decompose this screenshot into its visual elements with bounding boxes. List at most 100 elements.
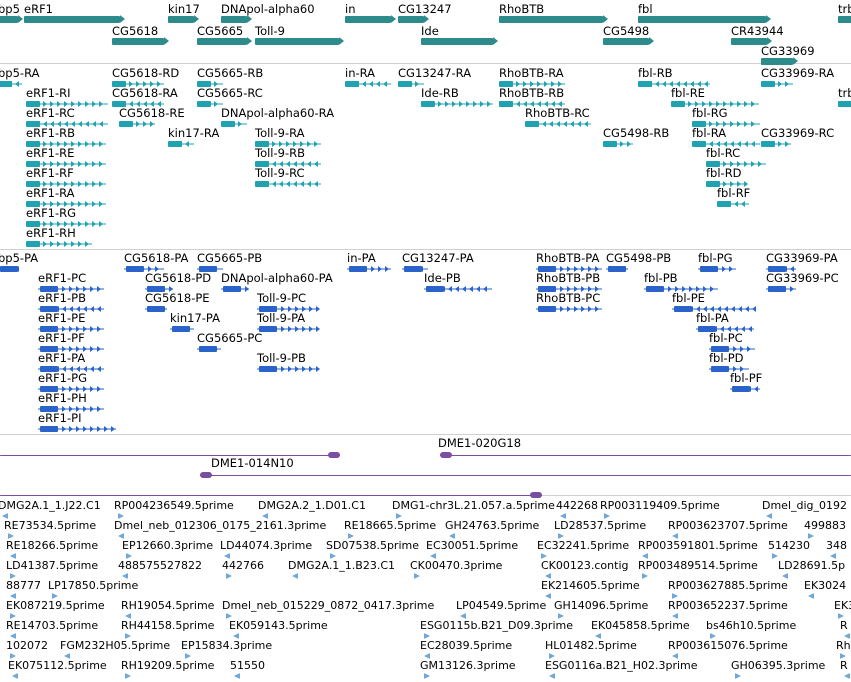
cds-block[interactable]: [538, 286, 556, 292]
est-arrow[interactable]: [735, 673, 741, 679]
exon-block[interactable]: [499, 101, 513, 107]
exon-block[interactable]: [26, 121, 40, 127]
cds-block[interactable]: [40, 346, 58, 352]
exon-block[interactable]: [26, 181, 40, 187]
gene-bar[interactable]: [255, 38, 339, 45]
est-arrow[interactable]: [558, 533, 564, 539]
exon-block[interactable]: [221, 121, 235, 127]
cds-block[interactable]: [698, 326, 716, 332]
est-arrow[interactable]: [424, 653, 430, 659]
exon-block[interactable]: [692, 141, 706, 147]
est-arrow[interactable]: [226, 613, 232, 619]
gene-bar[interactable]: [221, 16, 247, 23]
exon-block[interactable]: [345, 81, 359, 87]
gene-bar[interactable]: [761, 58, 793, 65]
est-arrow[interactable]: [10, 573, 16, 579]
exon-block[interactable]: [255, 161, 269, 167]
cds-block[interactable]: [768, 286, 786, 292]
est-arrow[interactable]: [185, 653, 191, 659]
gene-bar[interactable]: [731, 38, 767, 45]
gene-bar[interactable]: [0, 16, 18, 23]
est-arrow[interactable]: [558, 613, 564, 619]
est-arrow[interactable]: [541, 553, 547, 559]
est-arrow[interactable]: [2, 513, 8, 519]
est-arrow[interactable]: [549, 673, 555, 679]
gene-bar[interactable]: [499, 16, 603, 23]
exon-block[interactable]: [706, 181, 720, 187]
est-arrow[interactable]: [125, 633, 131, 639]
est-arrow[interactable]: [118, 513, 124, 519]
exon-block[interactable]: [0, 81, 12, 87]
est-arrow[interactable]: [830, 553, 836, 559]
est-arrow[interactable]: [545, 573, 551, 579]
cds-block[interactable]: [199, 346, 217, 352]
est-arrow[interactable]: [595, 633, 601, 639]
est-arrow[interactable]: [10, 653, 16, 659]
gene-bar[interactable]: [345, 16, 391, 23]
est-arrow[interactable]: [844, 633, 850, 639]
cds-block[interactable]: [259, 366, 277, 372]
est-arrow[interactable]: [672, 533, 678, 539]
est-arrow[interactable]: [604, 513, 610, 519]
est-arrow[interactable]: [808, 593, 814, 599]
cds-block[interactable]: [711, 366, 729, 372]
est-arrow[interactable]: [642, 573, 648, 579]
est-arrow[interactable]: [772, 553, 778, 559]
exon-block[interactable]: [26, 201, 40, 207]
gene-bar[interactable]: [603, 38, 649, 45]
est-arrow[interactable]: [460, 613, 466, 619]
exon-block[interactable]: [398, 81, 412, 87]
est-arrow[interactable]: [642, 553, 648, 559]
gene-bar[interactable]: [197, 38, 247, 45]
cds-block[interactable]: [126, 266, 144, 272]
exon-block[interactable]: [119, 121, 133, 127]
exon-block[interactable]: [717, 201, 731, 207]
est-arrow[interactable]: [125, 613, 131, 619]
exon-block[interactable]: [525, 121, 539, 127]
est-arrow[interactable]: [672, 613, 678, 619]
cds-block[interactable]: [608, 266, 626, 272]
est-arrow[interactable]: [424, 673, 430, 679]
cds-block[interactable]: [259, 306, 277, 312]
est-arrow[interactable]: [8, 533, 14, 539]
est-arrow[interactable]: [672, 593, 678, 599]
est-arrow[interactable]: [672, 653, 678, 659]
est-arrow[interactable]: [10, 633, 16, 639]
cds-block[interactable]: [172, 326, 190, 332]
est-arrow[interactable]: [10, 593, 16, 599]
est-arrow[interactable]: [64, 653, 70, 659]
est-arrow[interactable]: [838, 613, 844, 619]
exon-block[interactable]: [499, 81, 513, 87]
est-arrow[interactable]: [233, 633, 239, 639]
cds-block[interactable]: [147, 286, 165, 292]
est-arrow[interactable]: [122, 573, 128, 579]
est-arrow[interactable]: [262, 513, 268, 519]
cds-block[interactable]: [40, 406, 58, 412]
est-arrow[interactable]: [840, 653, 846, 659]
est-arrow[interactable]: [545, 593, 551, 599]
est-arrow[interactable]: [118, 533, 124, 539]
est-arrow[interactable]: [234, 673, 240, 679]
exon-block[interactable]: [671, 101, 685, 107]
exon-block[interactable]: [255, 141, 269, 147]
cds-block[interactable]: [147, 306, 165, 312]
est-arrow[interactable]: [766, 513, 772, 519]
feature-glyph[interactable]: [38, 365, 104, 373]
gene-bar[interactable]: [24, 16, 120, 23]
exon-block[interactable]: [26, 221, 40, 227]
exon-block[interactable]: [603, 141, 617, 147]
est-arrow[interactable]: [430, 553, 436, 559]
est-arrow[interactable]: [330, 553, 336, 559]
cds-block[interactable]: [259, 326, 277, 332]
cds-block[interactable]: [0, 266, 18, 272]
exon-block[interactable]: [761, 81, 775, 87]
est-arrow[interactable]: [424, 633, 430, 639]
gene-bar[interactable]: [638, 16, 766, 23]
est-arrow[interactable]: [10, 613, 16, 619]
exon-block[interactable]: [255, 181, 269, 187]
cds-block[interactable]: [646, 286, 664, 292]
clone-line[interactable]: [200, 475, 851, 476]
est-arrow[interactable]: [782, 573, 788, 579]
cds-block[interactable]: [40, 426, 58, 432]
cds-block[interactable]: [700, 266, 718, 272]
